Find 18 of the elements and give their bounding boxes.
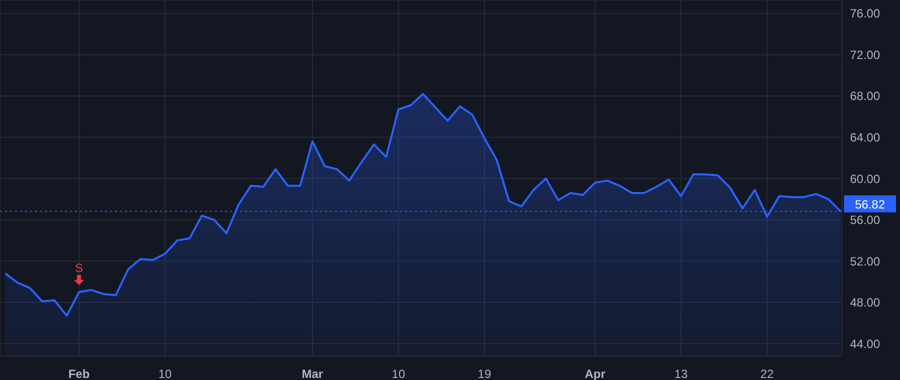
x-tick-label: 22 <box>760 367 774 380</box>
y-tick-label: 68.00 <box>850 89 880 104</box>
ref-line-label: 56.82 <box>854 197 886 212</box>
x-tick-label: 19 <box>478 367 492 380</box>
y-tick-label: 56.00 <box>850 213 880 228</box>
y-tick-label: 72.00 <box>850 48 880 62</box>
y-tick-label: 48.00 <box>850 296 880 310</box>
x-tick-label: Feb <box>68 367 90 380</box>
y-tick-label: 76.00 <box>850 6 880 21</box>
x-tick-label: 13 <box>674 367 688 380</box>
x-tick-label: 10 <box>392 367 406 380</box>
y-tick-label: 64.00 <box>850 130 880 144</box>
x-tick-label: Mar <box>302 367 324 380</box>
y-tick-label: 60.00 <box>850 172 880 186</box>
y-tick-label: 44.00 <box>850 336 880 351</box>
annotation: S <box>74 261 84 276</box>
y-tick-label: 52.00 <box>850 254 880 268</box>
x-tick-label: 10 <box>158 367 172 380</box>
